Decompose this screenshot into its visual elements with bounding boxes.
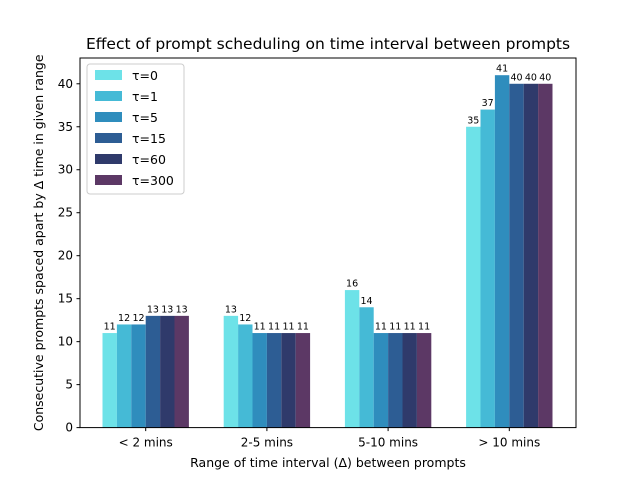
legend-swatch (95, 154, 122, 164)
bar (523, 83, 539, 428)
y-tick-label: 5 (65, 378, 73, 392)
bar-value-label: 41 (496, 64, 508, 75)
y-tick-label: 10 (58, 335, 73, 349)
bar (160, 315, 175, 428)
legend-swatch (95, 133, 122, 143)
bar (252, 333, 267, 428)
x-axis: < 2 mins 2-5 mins 5-10 mins > 10 mins (119, 427, 540, 450)
bar (174, 315, 189, 428)
bar-value-label: 11 (268, 322, 280, 333)
bar (373, 333, 389, 428)
bar (281, 333, 296, 428)
chart-title: Effect of prompt scheduling on time inte… (86, 35, 570, 53)
bar (102, 333, 117, 428)
legend: τ=0 τ=1 τ=5 τ=15 τ=60 τ=300 (86, 63, 185, 195)
y-tick-label: 25 (58, 206, 73, 220)
bar (145, 315, 161, 428)
legend-label: τ=60 (132, 152, 166, 167)
bar (402, 333, 417, 428)
legend-label: τ=1 (132, 89, 158, 104)
bar-value-label: 40 (525, 72, 537, 83)
bar-value-label: 37 (482, 98, 494, 109)
bar (223, 315, 239, 428)
bar-value-label: 13 (161, 304, 173, 315)
bar (359, 307, 374, 428)
bar (509, 83, 524, 428)
legend-label: τ=15 (132, 131, 166, 146)
bar-value-label: 11 (375, 322, 387, 333)
bar (116, 324, 132, 428)
y-tick-label: 40 (58, 77, 73, 91)
bar (131, 324, 146, 428)
bars-group (102, 75, 553, 428)
bar-value-label: 13 (176, 304, 188, 315)
bar (416, 333, 432, 428)
y-tick-label: 15 (58, 292, 73, 306)
bar-value-label: 12 (132, 313, 144, 324)
x-tick-label: < 2 mins (119, 436, 173, 450)
bar-value-label: 12 (118, 313, 130, 324)
y-tick-label: 0 (65, 421, 73, 435)
bar-value-label: 11 (404, 322, 416, 333)
y-tick-label: 20 (58, 249, 73, 263)
bar-value-label: 11 (104, 322, 116, 333)
bar-value-label: 13 (225, 304, 237, 315)
y-tick-label: 30 (58, 163, 73, 177)
bar (266, 333, 282, 428)
legend-swatch (95, 91, 122, 101)
bar-value-label: 11 (389, 322, 401, 333)
y-axis: 0 5 10 15 20 25 30 35 40 (58, 77, 80, 435)
x-tick-label: 5-10 mins (358, 436, 418, 450)
legend-swatch (95, 175, 122, 185)
bar (344, 290, 360, 428)
bar (466, 126, 481, 428)
bar (388, 333, 403, 428)
bar-value-label: 11 (418, 322, 430, 333)
bar-value-label: 11 (254, 322, 266, 333)
legend-label: τ=0 (132, 68, 158, 83)
bar-value-label: 11 (297, 322, 309, 333)
bar-value-label: 40 (539, 72, 551, 83)
legend-swatch (95, 70, 122, 80)
legend-label: τ=5 (132, 110, 158, 125)
y-tick-label: 35 (58, 120, 73, 134)
bar-value-label: 11 (282, 322, 294, 333)
bar-value-label: 35 (467, 115, 479, 126)
bar (494, 75, 510, 428)
bar-value-label: 13 (147, 304, 159, 315)
bar (480, 109, 495, 428)
bar (238, 324, 253, 428)
legend-label: τ=300 (132, 173, 174, 188)
bar-value-label: 14 (360, 296, 372, 307)
bar-value-label: 40 (510, 72, 522, 83)
x-tick-label: > 10 mins (478, 436, 540, 450)
bar (295, 333, 311, 428)
legend-swatch (95, 112, 122, 122)
bar (538, 83, 553, 428)
y-axis-label: Consecutive prompts spaced apart by Δ ti… (31, 54, 46, 431)
x-tick-label: 2-5 mins (241, 436, 293, 450)
bar-value-label: 16 (346, 279, 358, 290)
plot-frame (79, 57, 577, 429)
bar-value-label: 12 (239, 313, 251, 324)
x-axis-label: Range of time interval (Δ) between promp… (190, 455, 466, 470)
